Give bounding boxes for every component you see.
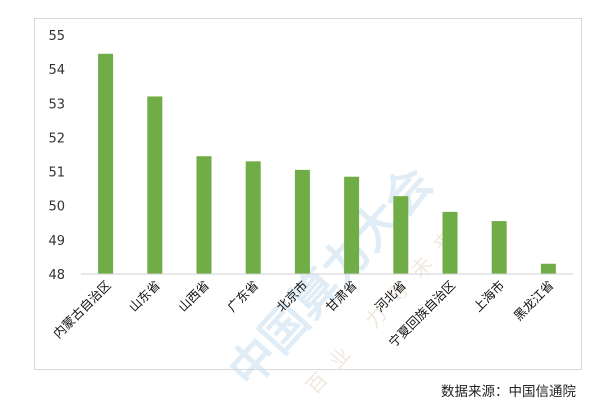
bar <box>393 196 409 274</box>
x-tick-label: 山西省 <box>175 278 212 315</box>
bar <box>491 221 507 274</box>
x-tick-label: 黑龙江省 <box>511 278 557 324</box>
x-tick-label: 北京市 <box>273 278 310 315</box>
bar <box>442 211 458 274</box>
x-tick-label: 上海市 <box>470 278 507 315</box>
bar <box>344 176 360 274</box>
y-tick-label: 50 <box>48 200 65 215</box>
bar-chart: 48 49 50 51 52 53 54 55 内蒙古自治区 山东省 山西省 广东省 北京市 甘肃省 河北… <box>48 29 573 350</box>
y-tick-label: 54 <box>48 63 65 78</box>
y-tick-label: 48 <box>48 268 65 283</box>
x-tick-label: 甘肃省 <box>323 278 360 315</box>
bar <box>147 96 163 274</box>
y-tick-label: 55 <box>48 29 65 44</box>
y-axis: 48 49 50 51 52 53 54 55 <box>48 29 65 283</box>
x-tick-label: 广东省 <box>224 278 261 315</box>
bars <box>98 53 556 275</box>
bar <box>245 161 261 274</box>
bar <box>294 169 310 274</box>
x-tick-label: 内蒙古自治区 <box>50 278 114 342</box>
source-note: 数据来源：中国信通院 <box>441 384 576 400</box>
bar <box>196 156 212 274</box>
y-tick-label: 51 <box>48 166 65 181</box>
x-tick-label: 河北省 <box>372 278 409 315</box>
y-tick-label: 49 <box>48 234 65 249</box>
chart-frame: 48 49 50 51 52 53 54 55 内蒙古自治区 山东省 山西省 广东省 北京市 甘肃省 河北… <box>34 18 582 370</box>
y-tick-label: 53 <box>48 97 65 112</box>
x-tick-label: 山东省 <box>126 278 163 315</box>
bar <box>98 53 114 275</box>
bar <box>540 263 556 274</box>
y-tick-label: 52 <box>48 131 65 146</box>
